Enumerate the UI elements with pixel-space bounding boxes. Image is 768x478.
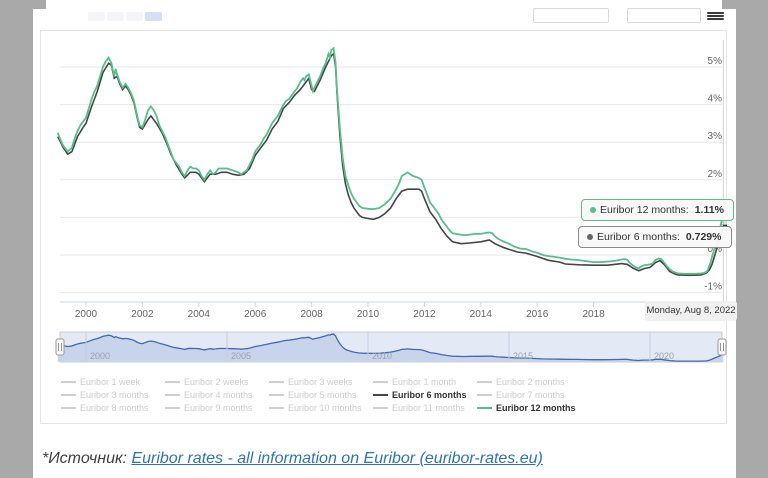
navigator-handle-right[interactable] bbox=[717, 338, 727, 356]
crosshair-date-label: Monday, Aug 8, 2022 bbox=[645, 301, 737, 321]
navigator-year-label: 2005 bbox=[231, 351, 251, 361]
legend-label: Euribor 7 months bbox=[496, 389, 565, 400]
legend-label: Euribor 5 months bbox=[288, 389, 357, 400]
legend-item-euribor-8-months[interactable]: Euribor 8 months bbox=[61, 401, 165, 414]
legend-item-euribor-12-months[interactable]: Euribor 12 months bbox=[477, 401, 581, 414]
legend-line-icon bbox=[373, 380, 388, 383]
x-axis-label: 2016 bbox=[526, 309, 549, 320]
x-axis-label: 2002 bbox=[131, 309, 154, 320]
legend-line-icon bbox=[61, 380, 76, 383]
navigator-handle-left[interactable] bbox=[55, 338, 65, 356]
x-axis-label: 2012 bbox=[413, 309, 436, 320]
legend-line-icon bbox=[61, 393, 76, 396]
series-line-euribor-12-months bbox=[56, 46, 725, 275]
legend-item-euribor-9-months[interactable]: Euribor 9 months bbox=[165, 401, 269, 414]
legend-label: Euribor 2 months bbox=[496, 376, 565, 387]
navigator-area bbox=[57, 334, 724, 362]
legend-line-icon bbox=[373, 393, 388, 396]
series-dot-icon bbox=[590, 207, 596, 213]
legend-label: Euribor 6 months bbox=[392, 389, 467, 400]
date-range-from-input[interactable] bbox=[533, 8, 609, 23]
legend-line-icon bbox=[165, 393, 180, 396]
legend-item-euribor-11-months[interactable]: Euribor 11 months bbox=[373, 401, 477, 414]
x-axis-label: 2006 bbox=[244, 309, 267, 320]
legend-label: Euribor 9 months bbox=[184, 402, 253, 413]
x-axis-label: 2008 bbox=[300, 309, 323, 320]
x-axis-label: 2010 bbox=[357, 309, 380, 320]
legend-line-icon bbox=[165, 406, 180, 409]
legend-item-euribor-3-weeks[interactable]: Euribor 3 weeks bbox=[269, 375, 373, 388]
legend-item-euribor-3-months[interactable]: Euribor 3 months bbox=[61, 388, 165, 401]
range-button-3[interactable] bbox=[126, 12, 143, 21]
page-gutter-top-left bbox=[33, 0, 46, 9]
date-range-to-input[interactable] bbox=[627, 8, 701, 23]
caption-prefix: *Источник: bbox=[42, 450, 132, 467]
navigator-year-label: 2000 bbox=[90, 351, 110, 361]
legend-line-icon bbox=[477, 393, 492, 396]
navigator-year-label: 2010 bbox=[372, 351, 392, 361]
legend-item-euribor-1-week[interactable]: Euribor 1 week bbox=[61, 375, 165, 388]
page-gutter-top-right bbox=[722, 0, 736, 9]
tooltip-euribor-6-months: Euribor 6 months: 0.729% bbox=[578, 226, 732, 248]
legend-label: Euribor 1 week bbox=[80, 376, 141, 387]
legend-item-euribor-2-months[interactable]: Euribor 2 months bbox=[477, 375, 581, 388]
series-dot-icon bbox=[587, 234, 593, 240]
euribor-rates-chart[interactable]: 5%4%3%2%1%0%-1%2000200220042006200820102… bbox=[41, 31, 727, 424]
tooltip-label: Euribor 6 months: bbox=[597, 231, 680, 243]
x-axis-label: 2000 bbox=[75, 309, 98, 320]
x-axis-label: 2004 bbox=[188, 309, 211, 320]
legend-line-icon bbox=[269, 380, 284, 383]
legend-line-icon bbox=[165, 380, 180, 383]
legend-line-icon bbox=[269, 406, 284, 409]
y-axis-label: 2% bbox=[708, 169, 723, 180]
legend-line-icon bbox=[477, 380, 492, 383]
legend-label: Euribor 12 months bbox=[496, 402, 576, 413]
legend-item-euribor-7-months[interactable]: Euribor 7 months bbox=[477, 388, 581, 401]
x-axis-label: 2014 bbox=[470, 309, 493, 320]
range-button-2[interactable] bbox=[107, 12, 124, 21]
legend-item-euribor-6-months[interactable]: Euribor 6 months bbox=[373, 388, 477, 401]
navigator-line bbox=[57, 333, 724, 362]
tooltip-label: Euribor 12 months: bbox=[600, 204, 689, 216]
tooltip-value: 0.729% bbox=[685, 231, 722, 243]
y-axis-label: 5% bbox=[708, 56, 723, 67]
y-axis-label: 4% bbox=[708, 94, 723, 105]
legend-line-icon bbox=[477, 406, 492, 409]
range-button-4[interactable] bbox=[145, 12, 162, 21]
legend-label: Euribor 10 months bbox=[288, 402, 362, 413]
legend-item-euribor-5-months[interactable]: Euribor 5 months bbox=[269, 388, 373, 401]
legend-item-euribor-2-weeks[interactable]: Euribor 2 weeks bbox=[165, 375, 269, 388]
legend-line-icon bbox=[269, 393, 284, 396]
legend-item-euribor-4-months[interactable]: Euribor 4 months bbox=[165, 388, 269, 401]
legend-item-euribor-10-months[interactable]: Euribor 10 months bbox=[269, 401, 373, 414]
tooltip-value: 1.11% bbox=[694, 204, 724, 216]
legend-item-euribor-1-month[interactable]: Euribor 1 month bbox=[373, 375, 477, 388]
page-gutter-left bbox=[0, 0, 33, 478]
legend: Euribor 1 week Euribor 2 weeks Euribor 3 w… bbox=[61, 375, 606, 414]
hamburger-icon[interactable] bbox=[707, 12, 724, 20]
range-button-1[interactable] bbox=[88, 12, 105, 21]
legend-label: Euribor 3 weeks bbox=[288, 376, 353, 387]
legend-label: Euribor 3 months bbox=[80, 389, 149, 400]
legend-label: Euribor 11 months bbox=[392, 402, 465, 413]
legend-line-icon bbox=[373, 406, 388, 409]
tooltip-euribor-12-months: Euribor 12 months: 1.11% bbox=[581, 199, 734, 221]
navigator-year-label: 2020 bbox=[654, 351, 674, 361]
source-link[interactable]: Euribor rates - all information on Eurib… bbox=[131, 450, 543, 467]
navigator-year-label: 2015 bbox=[513, 351, 533, 361]
legend-line-icon bbox=[61, 406, 76, 409]
legend-label: Euribor 2 weeks bbox=[184, 376, 249, 387]
page-gutter-right bbox=[736, 0, 768, 478]
x-axis-label: 2018 bbox=[582, 309, 605, 320]
y-axis-label: 3% bbox=[708, 131, 723, 142]
y-axis-label: -1% bbox=[704, 282, 722, 293]
source-caption: *Источник: Euribor rates - all informati… bbox=[42, 450, 543, 468]
legend-label: Euribor 8 months bbox=[80, 402, 149, 413]
range-selector-buttons bbox=[88, 12, 162, 21]
legend-label: Euribor 1 month bbox=[392, 376, 457, 387]
legend-label: Euribor 4 months bbox=[184, 389, 253, 400]
